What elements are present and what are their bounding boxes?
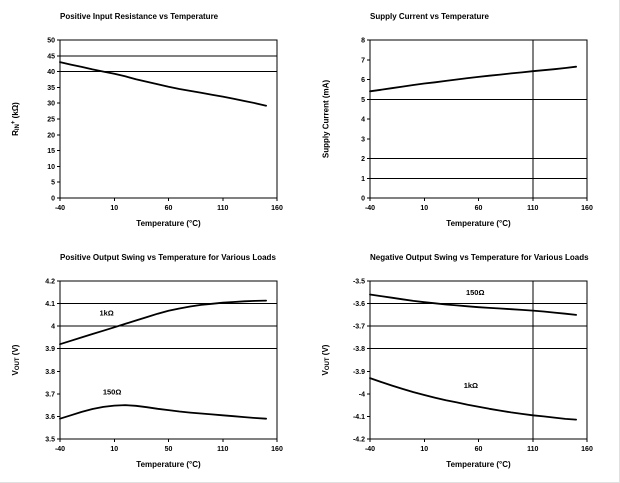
x-axis-label: Temperature (°C) [136, 219, 201, 228]
x-axis-label: Temperature (°C) [136, 460, 201, 469]
svg-text:2: 2 [361, 156, 365, 163]
svg-text:-4: -4 [359, 391, 365, 398]
plot-area: -4.2 -4.1 -4 -3.9 -3.8 -3.7 -3.6 -3.5 -40 10 60 110… [353, 279, 593, 454]
chart-supply-current: Supply Current vs Temperature Supply Cur… [310, 0, 620, 241]
svg-text:5: 5 [361, 97, 365, 104]
svg-text:150Ω: 150Ω [466, 288, 485, 297]
svg-text:-40: -40 [55, 205, 65, 212]
svg-text:60: 60 [475, 446, 483, 453]
svg-text:3.7: 3.7 [45, 391, 55, 398]
svg-text:3.8: 3.8 [45, 369, 55, 376]
svg-text:6: 6 [361, 77, 365, 84]
chart-negative-output-swing: Negative Output Swing vs Temperature for… [310, 241, 620, 483]
svg-text:3.5: 3.5 [45, 437, 55, 444]
svg-text:60: 60 [475, 205, 483, 212]
svg-text:40: 40 [47, 69, 55, 76]
plot-area: 0 5 10 15 20 25 30 35 40 45 50 -40 10 60 110 160 [47, 38, 283, 213]
plot-area: 0 1 2 3 4 5 6 7 8 -40 10 60 110 160 [361, 38, 593, 213]
svg-text:4.1: 4.1 [45, 301, 55, 308]
svg-text:110: 110 [217, 446, 228, 453]
svg-text:0: 0 [51, 196, 55, 203]
x-axis-label: Temperature (°C) [446, 219, 511, 228]
svg-text:50: 50 [165, 446, 173, 453]
chart-title: Supply Current vs Temperature [370, 12, 489, 21]
svg-text:60: 60 [165, 205, 173, 212]
svg-text:7: 7 [361, 57, 365, 64]
svg-text:10: 10 [47, 164, 55, 171]
svg-text:20: 20 [47, 132, 55, 139]
svg-text:45: 45 [47, 53, 55, 60]
plot-area: 3.5 3.6 3.7 3.8 3.9 4 4.1 4.2 -40 10 50 110 160 1kΩ 15… [45, 279, 283, 454]
svg-text:160: 160 [581, 446, 593, 453]
chart-positive-input-resistance: Positive Input Resistance vs Temperature… [0, 0, 310, 241]
chart-title: Positive Output Swing vs Temperature for… [60, 253, 276, 262]
svg-text:110: 110 [527, 446, 538, 453]
svg-text:-40: -40 [55, 446, 65, 453]
svg-text:30: 30 [47, 101, 55, 108]
svg-text:110: 110 [217, 205, 228, 212]
svg-text:160: 160 [581, 205, 593, 212]
svg-text:1: 1 [361, 176, 365, 183]
svg-text:5: 5 [51, 180, 55, 187]
svg-text:-40: -40 [365, 446, 375, 453]
svg-text:10: 10 [420, 205, 428, 212]
svg-text:4.2: 4.2 [45, 279, 55, 286]
svg-text:3.9: 3.9 [45, 346, 55, 353]
svg-text:25: 25 [47, 117, 55, 124]
svg-text:-3.9: -3.9 [353, 369, 365, 376]
svg-text:-3.8: -3.8 [353, 346, 365, 353]
chart-title: Negative Output Swing vs Temperature for… [370, 253, 589, 262]
svg-text:8: 8 [361, 38, 365, 45]
svg-text:10: 10 [110, 446, 118, 453]
svg-text:4: 4 [361, 117, 365, 124]
svg-text:-3.5: -3.5 [353, 279, 365, 286]
svg-text:110: 110 [527, 205, 538, 212]
svg-text:-4.2: -4.2 [353, 437, 365, 444]
svg-text:-3.6: -3.6 [353, 301, 365, 308]
svg-text:1kΩ: 1kΩ [464, 381, 478, 390]
svg-text:-3.7: -3.7 [353, 324, 365, 331]
chart-title: Positive Input Resistance vs Temperature [60, 12, 219, 21]
svg-text:50: 50 [47, 38, 55, 45]
x-axis-label: Temperature (°C) [446, 460, 511, 469]
chart-positive-output-swing: Positive Output Swing vs Temperature for… [0, 241, 310, 483]
svg-text:160: 160 [271, 205, 283, 212]
svg-text:-4.1: -4.1 [353, 414, 365, 421]
svg-text:-40: -40 [365, 205, 375, 212]
svg-text:4: 4 [51, 324, 55, 331]
svg-text:3.6: 3.6 [45, 414, 55, 421]
svg-text:10: 10 [110, 205, 118, 212]
svg-text:150Ω: 150Ω [103, 388, 122, 397]
svg-text:35: 35 [47, 85, 55, 92]
svg-text:160: 160 [271, 446, 283, 453]
svg-text:0: 0 [361, 196, 365, 203]
svg-text:15: 15 [47, 148, 55, 155]
svg-text:3: 3 [361, 136, 365, 143]
svg-text:1kΩ: 1kΩ [99, 309, 113, 318]
svg-text:10: 10 [420, 446, 428, 453]
